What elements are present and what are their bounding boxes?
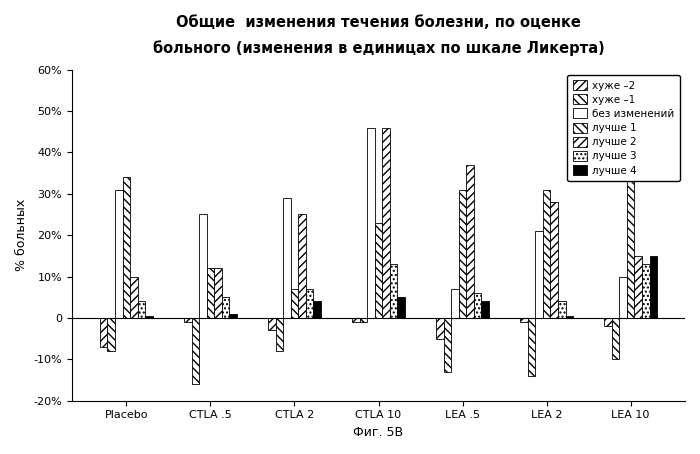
Bar (604, 318, 612, 326)
Bar (566, 316, 573, 318)
Bar (192, 318, 199, 384)
Bar (620, 276, 627, 318)
Bar (199, 214, 206, 318)
Bar (650, 256, 657, 318)
Bar (184, 318, 192, 322)
Y-axis label: % больных: % больных (15, 199, 28, 271)
Bar (390, 264, 398, 318)
Bar (268, 318, 276, 331)
Bar (138, 301, 146, 318)
Bar (612, 318, 620, 359)
Legend: хуже –2, хуже –1, без изменений, лучше 1, лучше 2, лучше 3, лучше 4: хуже –2, хуже –1, без изменений, лучше 1… (567, 75, 680, 181)
Bar (108, 318, 115, 351)
Bar (290, 289, 298, 318)
Bar (115, 190, 122, 318)
Bar (398, 297, 405, 318)
Bar (458, 190, 466, 318)
Bar (222, 297, 230, 318)
Bar (550, 202, 558, 318)
Bar (100, 318, 108, 347)
Bar (642, 264, 650, 318)
Bar (536, 231, 542, 318)
Bar (374, 223, 382, 318)
Bar (122, 177, 130, 318)
Bar (146, 316, 153, 318)
Bar (206, 268, 214, 318)
Bar (520, 318, 528, 322)
Bar (452, 289, 458, 318)
Bar (283, 198, 290, 318)
Bar (474, 293, 482, 318)
Bar (368, 128, 374, 318)
Bar (352, 318, 360, 322)
Bar (382, 128, 390, 318)
Bar (130, 276, 138, 318)
Bar (634, 256, 642, 318)
Bar (276, 318, 283, 351)
Bar (230, 314, 237, 318)
Bar (528, 318, 536, 376)
Bar (314, 301, 321, 318)
Bar (436, 318, 444, 339)
Bar (466, 165, 474, 318)
X-axis label: Фиг. 5B: Фиг. 5B (354, 426, 404, 439)
Bar (627, 128, 634, 318)
Bar (214, 268, 222, 318)
Bar (444, 318, 452, 372)
Bar (298, 214, 306, 318)
Bar (558, 301, 566, 318)
Bar (482, 301, 489, 318)
Bar (360, 318, 368, 322)
Title: Общие  изменения течения болезни, по оценке
больного (изменения в единицах по шк: Общие изменения течения болезни, по оцен… (153, 15, 604, 56)
Bar (306, 289, 314, 318)
Bar (542, 190, 550, 318)
